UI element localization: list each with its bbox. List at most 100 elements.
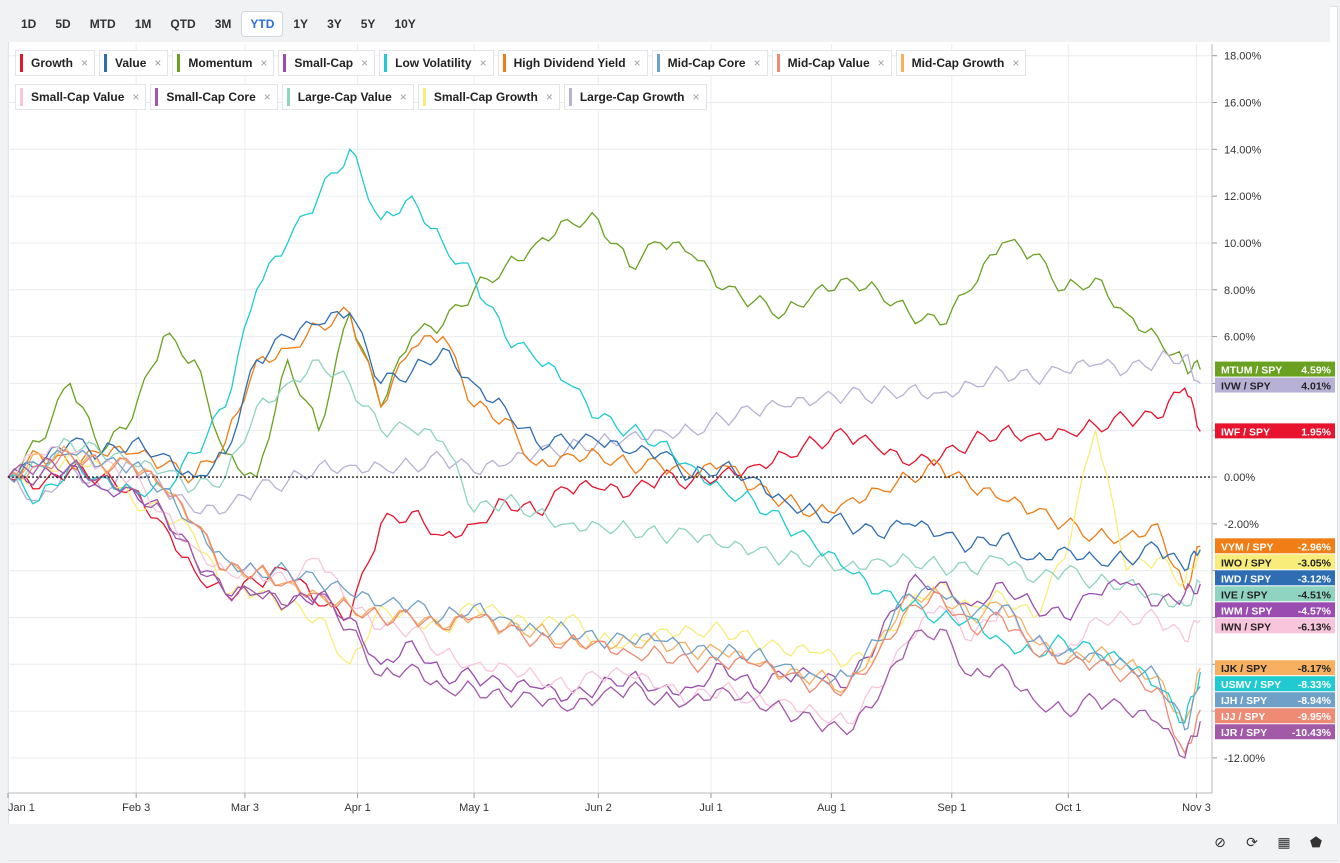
period-button-10y[interactable]: 10Y <box>394 17 416 31</box>
legend-chip[interactable]: Momentum × <box>172 50 275 76</box>
remove-series-icon[interactable]: × <box>479 56 487 70</box>
legend-swatch <box>283 54 287 72</box>
period-button-5y[interactable]: 5Y <box>360 17 376 31</box>
legend-label: Small-Cap Growth <box>433 90 538 104</box>
period-button-3y[interactable]: 3Y <box>327 17 342 31</box>
legend-chip[interactable]: Small-Cap Core × <box>150 84 278 110</box>
y-tick-label: -2.00% <box>1224 519 1259 531</box>
series-line-small-cap <box>7 464 1201 703</box>
series-line-small-cap-value <box>7 446 1201 725</box>
legend-label: Mid-Cap Value <box>787 56 870 70</box>
legend-swatch <box>20 54 23 72</box>
end-value-percent: -2.96% <box>1298 541 1332 553</box>
tag-icon[interactable]: ⬟ <box>1309 833 1323 850</box>
period-button-1d[interactable]: 1D <box>21 17 37 31</box>
end-value-box <box>1215 660 1335 676</box>
period-button-1m[interactable]: 1M <box>134 17 152 31</box>
legend-label: Small-Cap Value <box>31 90 125 104</box>
x-tick-label: Oct 1 <box>1055 802 1081 814</box>
y-tick-label: 6.00% <box>1224 332 1255 344</box>
legend-swatch <box>900 54 904 72</box>
period-selector: 1D 5D MTD 1M QTD 3M YTD 1Y 3Y 5Y 10Y <box>8 6 1330 42</box>
end-value-percent: 4.59% <box>1301 365 1331 377</box>
legend-chip[interactable]: Mid-Cap Core × <box>651 50 768 76</box>
x-tick-label: Aug 1 <box>817 802 846 814</box>
legend-chip[interactable]: Small-Cap Value × <box>15 84 147 110</box>
period-button-3m[interactable]: 3M <box>214 17 232 31</box>
legend-chip[interactable]: High Dividend Yield × <box>497 50 648 76</box>
y-tick-label: 12.00% <box>1224 191 1262 203</box>
end-value-ticker: IWD / SPY <box>1221 573 1271 585</box>
end-value-percent: 4.01% <box>1301 381 1331 393</box>
series-line-high-dividend-yield <box>7 306 1201 591</box>
legend-label: Value <box>115 56 147 70</box>
legend-chip[interactable]: Large-Cap Growth × <box>563 84 707 110</box>
end-value-box <box>1215 708 1335 724</box>
legend-chip[interactable]: Small-Cap Growth × <box>417 84 560 110</box>
legend-chip[interactable]: Mid-Cap Growth × <box>895 50 1027 76</box>
legend-chip[interactable]: Low Volatility × <box>379 50 494 76</box>
remove-series-icon[interactable]: × <box>1012 56 1020 70</box>
end-value-label: MTUM / SPY 4.59% <box>1215 361 1335 377</box>
remove-series-icon[interactable]: × <box>633 56 641 70</box>
legend-swatch <box>286 88 290 106</box>
end-value-label: IWN / SPY -6.13% <box>1215 618 1335 634</box>
legend-label: Large-Cap Growth <box>579 90 685 104</box>
remove-series-icon[interactable]: × <box>753 56 761 70</box>
period-button-qtd[interactable]: QTD <box>170 17 196 31</box>
remove-series-icon[interactable]: × <box>877 56 885 70</box>
y-tick-label: 14.00% <box>1224 144 1262 156</box>
period-button-mtd[interactable]: MTD <box>89 17 116 31</box>
end-value-ticker: IWO / SPY <box>1221 557 1272 569</box>
end-value-percent: 1.95% <box>1301 426 1331 438</box>
legend-label: Momentum <box>188 56 253 70</box>
series-legend: Growth × Value × Momentum × Small-Cap × Low Vola… <box>15 50 1045 118</box>
remove-series-icon[interactable]: × <box>132 90 140 104</box>
legend-chip[interactable]: Small-Cap × <box>278 50 376 76</box>
remove-series-icon[interactable]: × <box>260 56 268 70</box>
legend-chip[interactable]: Mid-Cap Value × <box>771 50 892 76</box>
legend-swatch <box>776 54 780 72</box>
legend-label: Mid-Cap Growth <box>911 56 1005 70</box>
series-line-large-cap-value <box>7 359 1201 608</box>
legend-label: Small-Cap Core <box>166 90 256 104</box>
chart-toolbar: ⊘ ⟳ ▦ ⬟ <box>8 824 1338 860</box>
legend-label: Large-Cap Value <box>297 90 392 104</box>
refresh-icon[interactable]: ⟳ <box>1246 833 1258 850</box>
period-button-ytd[interactable]: YTD <box>241 11 284 37</box>
legend-label: Growth <box>31 56 73 70</box>
y-tick-label: 16.00% <box>1224 98 1262 110</box>
series-line-mid-cap-value <box>7 449 1201 731</box>
legend-chip[interactable]: Large-Cap Value × <box>281 84 414 110</box>
end-value-ticker: IWF / SPY <box>1221 426 1270 438</box>
remove-series-icon[interactable]: × <box>81 56 89 70</box>
legend-label: Mid-Cap Core <box>667 56 746 70</box>
end-value-label: IVW / SPY 4.01% <box>1215 377 1335 393</box>
remove-series-icon[interactable]: × <box>154 56 162 70</box>
series-line-small-cap-growth <box>7 456 1201 759</box>
crosshair-off-icon[interactable]: ⊘ <box>1214 833 1226 850</box>
remove-series-icon[interactable]: × <box>361 56 369 70</box>
end-value-box <box>1215 602 1335 618</box>
legend-chip[interactable]: Growth × <box>15 50 96 76</box>
period-button-5d[interactable]: 5D <box>55 17 71 31</box>
legend-swatch <box>656 54 660 72</box>
end-value-label: IWF / SPY 1.95% <box>1215 423 1335 439</box>
end-value-ticker: IJK / SPY <box>1221 663 1267 675</box>
grid-icon[interactable]: ▦ <box>1277 833 1291 850</box>
legend-swatch <box>177 54 181 72</box>
remove-series-icon[interactable]: × <box>545 90 553 104</box>
period-button-1y[interactable]: 1Y <box>293 17 309 31</box>
remove-series-icon[interactable]: × <box>399 90 407 104</box>
remove-series-icon[interactable]: × <box>263 90 271 104</box>
end-value-label: IWM / SPY -4.57% <box>1215 602 1335 618</box>
legend-swatch <box>155 88 159 106</box>
end-value-label: IJH / SPY -8.94% <box>1215 692 1335 708</box>
legend-swatch <box>568 88 572 106</box>
end-value-label: IJJ / SPY -9.95% <box>1215 708 1335 724</box>
legend-chip[interactable]: Value × <box>99 50 169 76</box>
end-value-ticker: USMV / SPY <box>1221 679 1281 691</box>
end-value-box <box>1215 423 1335 439</box>
remove-series-icon[interactable]: × <box>692 90 700 104</box>
